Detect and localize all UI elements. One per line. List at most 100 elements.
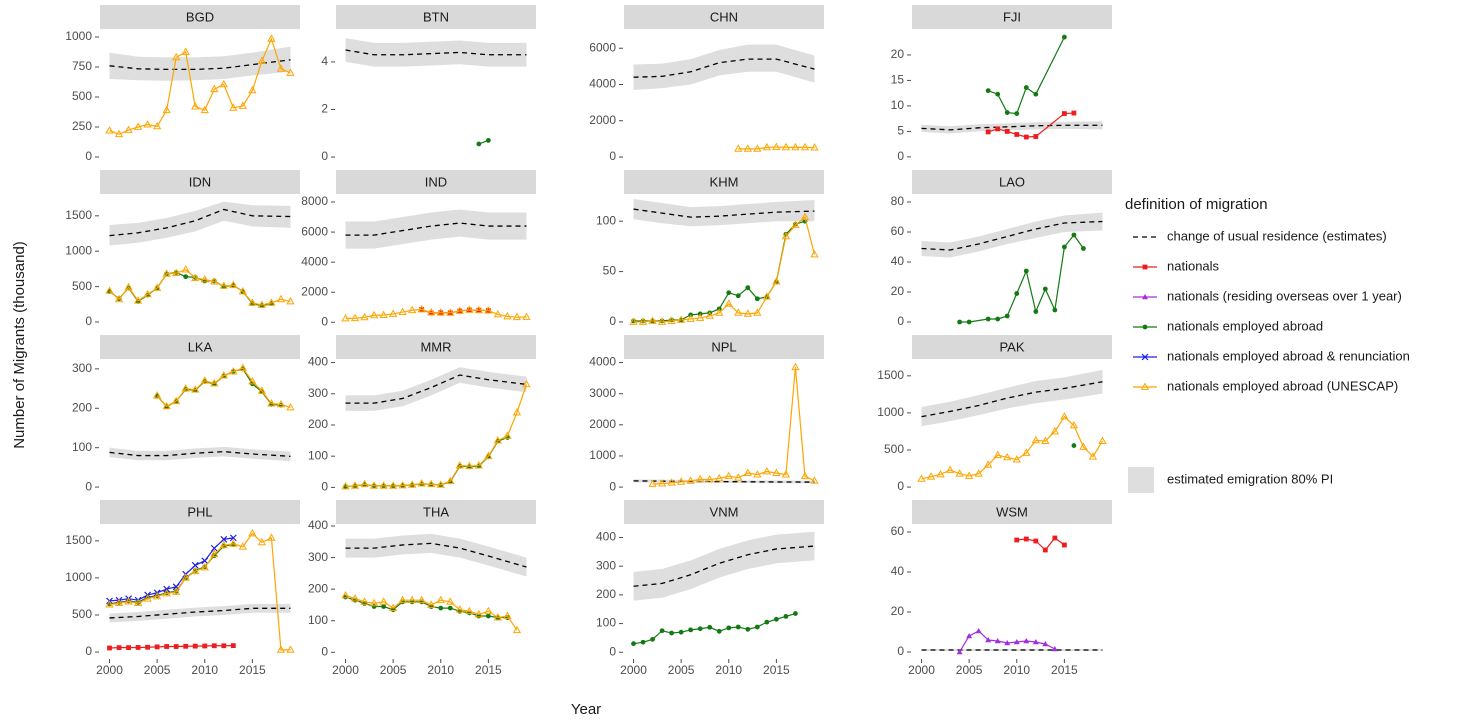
strip — [336, 335, 536, 359]
point — [648, 479, 657, 487]
point — [1061, 34, 1067, 40]
y-tick-label: 1000 — [589, 448, 616, 462]
point — [753, 470, 762, 478]
point — [200, 563, 209, 571]
y-tick-label: 20 — [891, 47, 905, 61]
point — [648, 316, 657, 324]
point — [716, 628, 722, 634]
pi-band — [345, 533, 527, 577]
y-tick-label: 300 — [308, 550, 328, 564]
point — [696, 474, 705, 483]
point — [248, 528, 257, 537]
strip — [912, 170, 1112, 194]
point — [219, 281, 228, 289]
pi-band — [921, 121, 1103, 134]
series-line — [345, 594, 518, 631]
point — [114, 598, 124, 607]
point — [143, 594, 152, 602]
point — [1014, 111, 1020, 116]
point — [105, 126, 114, 134]
y-tick-label: 0 — [321, 314, 328, 328]
y-tick-label: 4 — [321, 54, 328, 68]
point — [772, 142, 781, 150]
y-tick-label: 8000 — [301, 194, 328, 208]
strip-label: LKA — [188, 339, 213, 354]
point — [1071, 110, 1077, 116]
point — [341, 314, 350, 322]
point — [985, 129, 991, 135]
y-tick-label: 100 — [72, 440, 92, 454]
point — [743, 309, 752, 317]
point — [341, 481, 350, 490]
point — [465, 305, 474, 313]
y-tick-label: 3000 — [589, 386, 616, 400]
point — [172, 268, 181, 277]
estimate-line — [345, 49, 527, 56]
legend-label: nationals employed abroad & renunciation — [1167, 348, 1410, 363]
x-tick-label: 2015 — [239, 663, 266, 677]
legend-band — [1128, 467, 1154, 493]
strip — [624, 500, 824, 524]
point — [238, 101, 248, 109]
strip-label: LAO — [999, 174, 1025, 189]
point — [726, 290, 732, 296]
point — [974, 469, 983, 477]
point — [267, 298, 276, 306]
legend-label: nationals employed abroad — [1167, 318, 1323, 333]
point — [427, 600, 436, 608]
y-tick-label: 0 — [897, 479, 904, 493]
point — [202, 643, 208, 649]
point — [417, 479, 426, 487]
y-tick-label: 200 — [596, 587, 616, 601]
y-tick-label: 300 — [308, 386, 328, 400]
y-tick-label: 500 — [884, 442, 904, 456]
point — [966, 633, 973, 639]
point — [791, 142, 800, 151]
legend-label: nationals employed abroad (UNESCAP) — [1167, 378, 1398, 393]
y-tick-label: 0 — [609, 314, 616, 328]
estimate-line — [345, 542, 527, 568]
point — [985, 316, 991, 322]
point — [248, 85, 257, 94]
point — [1033, 538, 1039, 544]
point — [210, 378, 219, 387]
point — [753, 308, 762, 316]
point — [994, 638, 1001, 644]
point — [745, 626, 751, 632]
point — [1014, 291, 1020, 296]
pi-band — [633, 199, 815, 227]
estimate-line — [633, 208, 815, 218]
point — [210, 549, 219, 558]
point — [1042, 286, 1048, 292]
point — [474, 461, 484, 469]
point — [286, 645, 295, 653]
point — [398, 595, 407, 604]
point — [1023, 638, 1030, 644]
point — [360, 479, 369, 488]
x-tick-label: 2010 — [1003, 663, 1030, 677]
y-tick-label: 100 — [308, 448, 328, 462]
y-tick-label: 300 — [72, 361, 92, 375]
point — [267, 399, 276, 407]
point — [455, 605, 464, 613]
x-tick-label: 2005 — [144, 663, 171, 677]
point — [219, 540, 228, 549]
point — [1052, 307, 1058, 313]
y-tick-label: 400 — [308, 355, 328, 369]
point — [631, 641, 636, 647]
strip-label: IND — [425, 174, 447, 189]
pi-band — [109, 201, 291, 246]
point — [350, 481, 360, 489]
point — [1098, 436, 1107, 444]
point — [369, 481, 379, 489]
point — [781, 231, 791, 240]
x-tick-label: 2000 — [620, 663, 647, 677]
point — [200, 105, 209, 114]
point — [447, 605, 453, 611]
x-tick-label: 2010 — [191, 663, 218, 677]
point — [975, 628, 982, 634]
y-tick-label: 1000 — [65, 29, 92, 43]
point — [126, 645, 131, 651]
strip — [336, 5, 536, 29]
